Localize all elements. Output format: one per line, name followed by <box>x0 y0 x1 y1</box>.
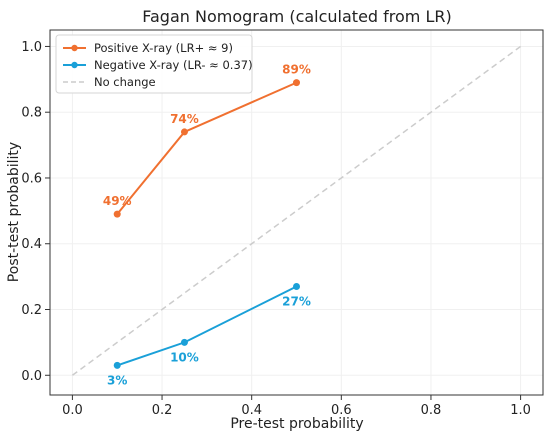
data-label: 49% <box>103 194 132 208</box>
plot-area <box>49 29 544 396</box>
y-tick-label: 0.4 <box>21 237 42 252</box>
y-tick-label: 0.6 <box>21 171 42 186</box>
data-point <box>180 128 188 136</box>
data-marks: 49% 74% 89% 3% 10% 27% <box>71 45 522 387</box>
data-label: 27% <box>282 294 311 308</box>
data-point <box>113 361 121 369</box>
legend-label: Positive X-ray (LR+ ≈ 9) <box>94 41 233 55</box>
y-axis-label: Post-test probability <box>6 142 22 282</box>
data-label: 89% <box>282 63 311 77</box>
axes-frame <box>49 29 544 396</box>
x-tick-label: 0.0 <box>62 403 83 418</box>
y-tick-label: 0.8 <box>21 106 42 121</box>
x-tick-label: 1.0 <box>510 403 531 418</box>
data-point <box>293 282 300 290</box>
x-tick-label: 0.4 <box>241 403 262 418</box>
y-tick-label: 0.2 <box>21 303 42 318</box>
ticks: 0.0 0.2 0.4 0.6 0.8 1.0 0.0 0.2 0.4 0.6 0.8 1.0 <box>21 40 531 418</box>
data-label: 74% <box>170 112 199 126</box>
legend-marker <box>71 44 78 52</box>
x-tick-label: 0.8 <box>421 403 442 418</box>
legend-marker <box>71 61 78 69</box>
legend-label: No change <box>94 75 156 89</box>
x-axis-label: Pre-test probability <box>230 416 363 432</box>
no-change-line <box>71 45 522 376</box>
data-point <box>180 338 188 346</box>
x-tick-label: 0.2 <box>152 403 173 418</box>
data-label: 3% <box>107 373 127 387</box>
data-point <box>113 210 121 218</box>
legend: Positive X-ray (LR+ ≈ 9) Negative X-ray (… <box>55 34 253 94</box>
data-label: 10% <box>170 350 199 364</box>
y-tick-label: 0.0 <box>21 369 42 384</box>
chart-title: Fagan Nomogram (calculated from LR) <box>142 7 452 26</box>
legend-label: Negative X-ray (LR- ≈ 0.37) <box>94 58 253 72</box>
x-tick-label: 0.6 <box>331 403 352 418</box>
y-tick-label: 1.0 <box>21 40 42 55</box>
legend-box <box>55 34 253 94</box>
data-point <box>293 79 300 87</box>
